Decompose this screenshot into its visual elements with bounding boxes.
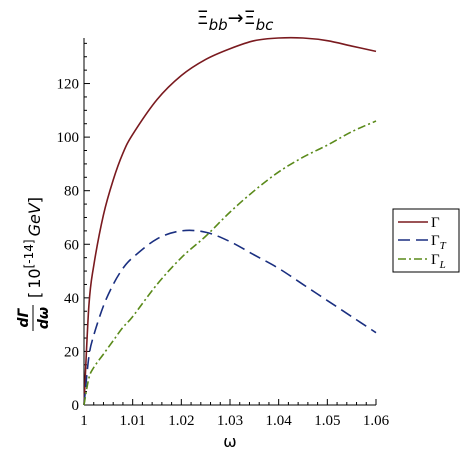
- y-tick-label: 120: [57, 77, 80, 93]
- y-label-exp: -14: [22, 244, 36, 264]
- legend-label-gamma: Γ: [431, 215, 440, 231]
- y-label-denominator: dω: [36, 307, 52, 329]
- y-label-exponent: [-14]: [22, 239, 36, 268]
- x-tick-label: 1: [80, 413, 88, 429]
- legend-label-gamma-l: ΓL: [431, 252, 446, 271]
- y-label-unit-text: GeV: [25, 202, 44, 236]
- y-axis-label: dΓ dω [10[-14]GeV]: [16, 197, 52, 331]
- x-tick-label: 1.01: [120, 413, 146, 429]
- y-label-unit: [10[-14]GeV]: [22, 197, 44, 298]
- y-label-exp-left: [: [22, 264, 36, 269]
- y-label-numerator: dΓ: [16, 307, 32, 327]
- title-arrow: →: [228, 7, 244, 29]
- x-tick-label: 1.02: [168, 413, 194, 429]
- chart-title: Ξbb→Ξbc: [197, 7, 275, 34]
- y-tick-label: 0: [72, 398, 80, 414]
- x-axis-label: ω: [223, 432, 236, 451]
- y-label-bracket-left: [: [25, 292, 44, 298]
- y-label-bracket-right: ]: [25, 197, 44, 203]
- minor-ticks: [84, 42, 367, 405]
- title-main: Ξ: [197, 7, 209, 29]
- y-label-unit-base: 10: [25, 268, 44, 288]
- x-tick-label: 1.04: [266, 413, 293, 429]
- title-sub2: bc: [256, 16, 275, 34]
- y-tick-label: 60: [64, 237, 79, 253]
- series-group: [83, 36, 377, 406]
- y-ticks: 0 20 40 60 80 100 120: [57, 77, 90, 414]
- legend: Γ ΓT ΓL: [392, 208, 460, 273]
- x-ticks: 1 1.01 1.02 1.03 1.04 1.05 1.06: [80, 399, 390, 429]
- series-line-gamma-t: [83, 229, 377, 406]
- y-tick-label: 20: [64, 344, 79, 360]
- title-main2: Ξ: [244, 7, 256, 29]
- x-tick-label: 1.03: [217, 413, 243, 429]
- series-line-gamma-l: [83, 120, 377, 406]
- title-sub1: bb: [209, 16, 228, 34]
- series-line-gamma: [83, 36, 377, 406]
- legend-label-gamma-t: ΓT: [431, 233, 447, 252]
- y-tick-label: 100: [57, 130, 80, 146]
- y-tick-label: 40: [64, 291, 79, 307]
- y-label-exp-right: ]: [22, 239, 36, 244]
- x-tick-label: 1.05: [314, 413, 340, 429]
- x-tick-label: 1.06: [363, 413, 390, 429]
- y-tick-label: 80: [64, 184, 79, 200]
